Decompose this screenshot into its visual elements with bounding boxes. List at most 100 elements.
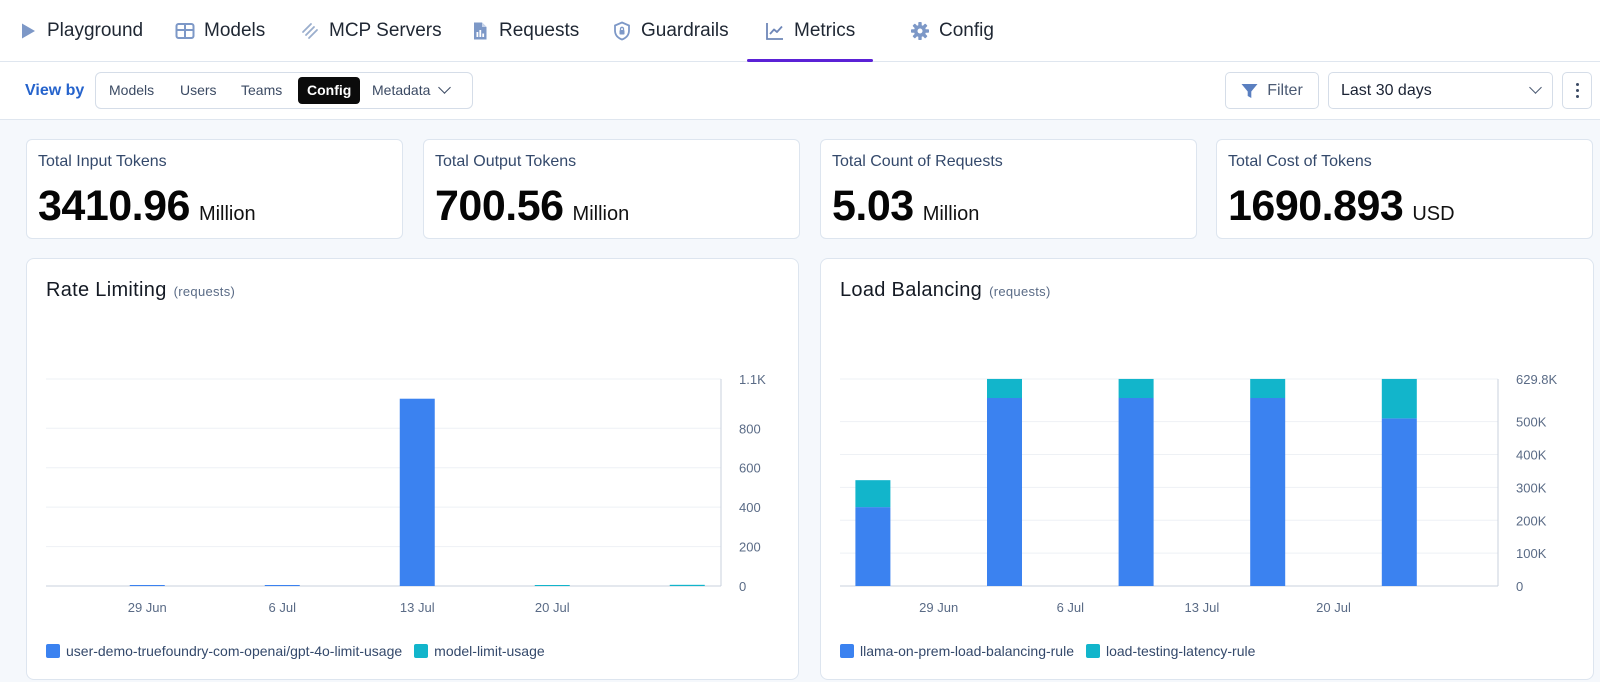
y-tick-label: 0 [1516, 579, 1523, 594]
tab-requests[interactable]: Requests [470, 0, 579, 62]
table-icon [175, 21, 195, 41]
stat-unit: Million [922, 203, 980, 225]
x-tick-label: 20 Jul [1316, 600, 1351, 615]
x-tick-label: 6 Jul [269, 600, 297, 615]
bar-secondary [1381, 378, 1417, 419]
metadata-label: Metadata [372, 82, 431, 98]
tab-guardrails[interactable]: Guardrails [612, 0, 729, 62]
view-option-users[interactable]: Users [180, 82, 217, 98]
more-options-button[interactable] [1562, 72, 1592, 109]
chevron-down-icon [438, 81, 452, 94]
legend-swatch [414, 644, 429, 658]
filter-button[interactable]: Filter [1225, 72, 1319, 109]
play-icon [18, 21, 38, 41]
load-balancing-panel: 0 100K 200K 300K 400K 500K 629.8K 29 Jun 6 Jul 13… [820, 258, 1594, 680]
tab-mcp-servers[interactable]: MCP Servers [300, 0, 442, 62]
stat-value: 700.56 [435, 182, 564, 230]
chart-subtitle: (requests) [989, 284, 1051, 299]
view-by-segmented-control: Models Users Teams Config Metadata [95, 72, 473, 109]
chart-title: Rate Limiting [46, 279, 167, 301]
legend-item[interactable]: llama-on-prem-load-balancing-rule [840, 643, 1074, 659]
y-tick-label: 200K [1516, 513, 1547, 528]
legend-swatch [840, 644, 854, 658]
y-tick-label: 100K [1516, 546, 1547, 561]
y-tick-label: 500K [1516, 415, 1547, 430]
stat-card-token-cost: Total Cost of Tokens 1690.893 USD [1216, 139, 1593, 239]
filter-icon [1241, 83, 1258, 99]
stat-card-input-tokens: Total Input Tokens 3410.96 Million [26, 139, 403, 239]
tab-metrics[interactable]: Metrics [746, 0, 874, 62]
stat-label: Total Input Tokens [38, 153, 167, 170]
y-tick-label: 200 [739, 540, 761, 555]
top-nav: Playground Models MCP Servers Requests G… [0, 0, 1600, 62]
stat-value: 5.03 [832, 182, 914, 230]
view-option-teams[interactable]: Teams [241, 82, 283, 98]
tab-label: Models [204, 20, 266, 41]
x-tick-label: 13 Jul [1185, 600, 1220, 615]
stat-label: Total Output Tokens [435, 153, 577, 170]
tab-label: Playground [47, 20, 144, 41]
legend-swatch [1086, 644, 1100, 658]
bar-secondary [669, 584, 705, 586]
chart-title: Load Balancing [840, 279, 983, 301]
shield-icon [612, 21, 632, 41]
legend-item[interactable]: user-demo-truefoundry-com-openai/gpt-4o-… [46, 643, 402, 659]
bar-primary [1118, 397, 1154, 586]
legend-swatch [46, 644, 60, 658]
bar-secondary [534, 585, 570, 586]
legend-item[interactable]: model-limit-usage [414, 643, 545, 659]
legend-label: user-demo-truefoundry-com-openai/gpt-4o-… [66, 643, 403, 659]
x-tick-label: 13 Jul [400, 600, 435, 615]
stat-value: 1690.893 [1228, 182, 1404, 230]
tab-models[interactable]: Models [175, 0, 265, 62]
bar-secondary [855, 480, 891, 508]
legend-item[interactable]: load-testing-latency-rule [1086, 643, 1255, 659]
tab-label: Metrics [794, 20, 856, 41]
view-option-models[interactable]: Models [109, 82, 155, 98]
chart-line-icon [765, 21, 785, 41]
chevron-down-icon [1529, 81, 1542, 94]
filter-label: Filter [1267, 81, 1303, 99]
bar-primary [399, 398, 435, 586]
view-option-config[interactable]: Config [298, 77, 361, 104]
rate-limiting-chart: 0 200 400 600 800 1.1K 29 Jun 6 Jul 13 Jul 20 Jul [46, 372, 766, 615]
toolbar: View by Models Users Teams Config Metada… [0, 62, 1600, 120]
mcp-icon [300, 21, 320, 41]
y-tick-label: 400 [739, 500, 761, 515]
bar-primary [1250, 397, 1286, 586]
chart-subtitle: (requests) [173, 284, 236, 299]
document-icon [470, 21, 490, 41]
more-vertical-icon [1575, 83, 1579, 86]
time-range-value: Last 30 days [1341, 81, 1432, 99]
bar-secondary [1118, 378, 1154, 398]
rate-limiting-panel: 0 200 400 600 800 1.1K 29 Jun 6 Jul 13 Jul 20 Jul… [26, 258, 799, 680]
stat-unit: Million [198, 203, 256, 225]
bar-primary [129, 585, 165, 586]
time-range-select[interactable]: Last 30 days [1328, 72, 1553, 109]
load-balancing-chart: 0 100K 200K 300K 400K 500K 629.8K 29 Jun 6 Jul 13… [840, 372, 1558, 615]
view-by-label: View by [25, 82, 85, 99]
view-option-metadata-dropdown[interactable]: Metadata [363, 77, 458, 104]
bar-primary [855, 507, 891, 586]
tab-label: MCP Servers [329, 20, 442, 41]
stat-card-output-tokens: Total Output Tokens 700.56 Million [423, 139, 800, 239]
legend-label: model-limit-usage [434, 643, 545, 659]
tab-playground[interactable]: Playground [18, 0, 143, 62]
y-tick-label: 629.8K [1516, 372, 1558, 387]
legend-label: llama-on-prem-load-balancing-rule [860, 643, 1074, 659]
chart-legend: llama-on-prem-load-balancing-rule load-t… [840, 643, 1255, 659]
x-tick-label: 6 Jul [1057, 600, 1085, 615]
y-tick-label: 300K [1516, 480, 1547, 495]
bar-primary [1381, 418, 1417, 586]
x-tick-label: 29 Jun [919, 600, 958, 615]
gear-icon [910, 21, 930, 41]
y-tick-label: 0 [739, 579, 746, 594]
y-tick-label: 400K [1516, 448, 1547, 463]
tab-config[interactable]: Config [910, 0, 994, 62]
bar-secondary [1250, 378, 1286, 398]
stat-unit: Million [572, 203, 630, 225]
bar-primary [987, 397, 1022, 586]
bar-secondary [987, 378, 1022, 398]
x-tick-label: 20 Jul [535, 600, 570, 615]
stat-unit: USD [1412, 203, 1455, 225]
